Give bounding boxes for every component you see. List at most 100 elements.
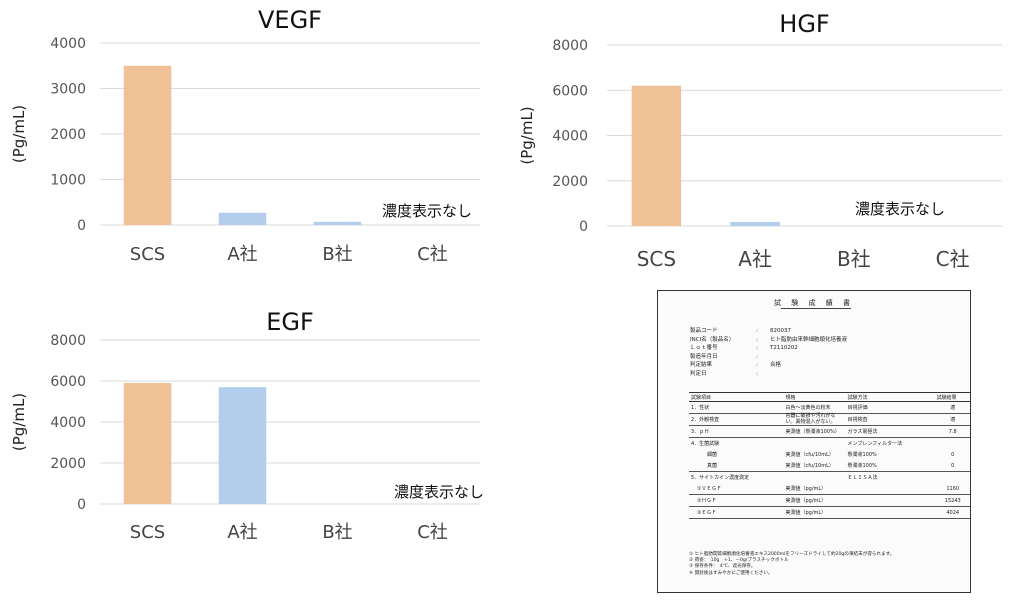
result-cell: 4024 [934, 506, 970, 519]
note-line: ① ヒト脂肪間質細胞順化培養液エキス2000mlをフリーズドライして約20gの凍… [689, 552, 895, 557]
y-tick-label: 0 [77, 218, 86, 234]
result-cell: 7.8 [934, 425, 970, 438]
spec-cell [783, 438, 845, 450]
table-row: ①ＶＥＧＦ 実測値（pg/mL） 1160 [689, 483, 970, 495]
spec-cell: 容器に破損や汚れがない。異物混入がない。 [783, 413, 846, 426]
chart-title: EGF [266, 308, 314, 336]
results-body: 1．性状 白色～淡黄色の粉末 目視評価適 2．外観検査 容器に破損や汚れがない。異物混入… [689, 401, 971, 519]
item-cell: 1．性状 [689, 401, 784, 414]
info-colon: : [756, 370, 758, 377]
y-tick-label: 2000 [50, 127, 86, 143]
item-cell: ①ＶＥＧＦ [689, 483, 784, 495]
title-underline [781, 308, 851, 309]
method-cell: 懸濁液100% [847, 452, 877, 458]
test-certificate: 試 験 成 績 書 製品コード: 820037 INCI名（製品名）: ヒト脂肪由来… [657, 290, 971, 593]
table-row: 3．ｐＨ 実測値（懸濁液100%） ガラス電極法 7.8 [689, 425, 970, 438]
note-line: ④ 開封後はすみやかにご使用ください。 [689, 570, 773, 576]
bar-A社 [730, 221, 780, 226]
note-line: ② 荷姿： 10g +1、－0g/プラスチックボトル [689, 558, 789, 564]
chart-title: HGF [779, 10, 829, 38]
category-label: A社 [227, 522, 257, 543]
result-cell: 1160 [934, 483, 970, 495]
y-tick-label: 6000 [50, 374, 86, 390]
bar-B社 [313, 221, 362, 225]
bar-A社 [218, 212, 267, 225]
spec-cell: 実測値（pg/mL） [783, 483, 846, 495]
table-row: ②ＨＧＦ 実測値（pg/mL） 15243 [689, 494, 970, 507]
header-item: 試験項目 [689, 392, 784, 402]
y-axis-label: (Pg/mL) [518, 106, 536, 164]
category-label: A社 [738, 247, 772, 271]
info-colon: : [756, 345, 758, 352]
table-row: 細菌 実測値（cfu/10mL） 懸濁液100% 0 [689, 449, 970, 460]
y-tick-label: 4000 [50, 415, 86, 431]
y-tick-label: 4000 [552, 129, 588, 145]
spec-cell: 実測値（cfu/10mL） [785, 452, 834, 458]
y-tick-label: 8000 [50, 333, 86, 349]
category-label: B社 [322, 522, 352, 543]
item-cell: 5．サイトカイン濃度測定 [691, 475, 750, 481]
vegf-chart: VEGF (Pg/mL) 0 1000 2000 3000 4000 SCS A社 B社 C社 濃度表… [10, 6, 480, 265]
note-line: ③ 保存条件： 4℃、遮光保存。 [689, 564, 756, 570]
hgf-chart: HGF (Pg/mL) 0 2000 4000 6000 8000 SCS A社 B社 C社 濃度表示… [518, 10, 1002, 271]
y-tick-label: 3000 [50, 82, 86, 98]
spec-cell: 実測値（pg/mL） [783, 494, 846, 507]
info-colon: : [756, 328, 758, 334]
bar-SCS [631, 85, 682, 226]
certificate-title: 試 験 成 績 書 [774, 299, 854, 307]
category-label: SCS [130, 244, 165, 265]
method-cell [845, 506, 935, 519]
method-cell: ＥＬＩＳＡ法 [847, 475, 878, 481]
y-tick-label: 4000 [50, 36, 86, 52]
y-tick-label: 0 [579, 219, 588, 235]
category-label: B社 [322, 244, 352, 265]
info-value: 合格 [770, 362, 782, 369]
result-cell: 適 [934, 413, 970, 426]
header-result: 試験結果 [934, 392, 970, 402]
info-value: ヒト脂肪由来幹細胞順化培養液 [770, 336, 848, 343]
table-row: 真菌 実測値（cfu/10mL） 懸濁液100% 0 [689, 460, 970, 472]
method-cell: 目視検査 [845, 413, 935, 426]
results-table: 試験項目 規格 試験方法 試験結果 1．性状 白色～淡黄色の粉末 目視評価適 2．外観… [689, 392, 971, 519]
item-cell: 2．外観検査 [689, 413, 784, 426]
info-colon: : [756, 353, 758, 360]
item-cell: 4．生菌試験 [691, 441, 720, 447]
info-key: 製品コード [690, 328, 718, 334]
category-label: C社 [936, 247, 970, 271]
info-row: 判定日: [690, 370, 847, 379]
table-row: ③ＥＧＦ 実測値（pg/mL） 4024 [689, 506, 970, 519]
y-axis-label: (Pg/mL) [10, 393, 28, 451]
result-cell [935, 438, 971, 450]
item-cell: 真菌 [689, 460, 784, 472]
method-cell: メンブレンフィルター法 [847, 441, 903, 447]
spec-cell: 実測値（cfu/10mL） [783, 460, 846, 472]
y-tick-label: 1000 [50, 173, 86, 189]
spec-cell: 白色～淡黄色の粉末 [783, 401, 846, 414]
table-row: 1．性状 白色～淡黄色の粉末 目視評価適 [689, 401, 970, 414]
category-label: C社 [417, 522, 448, 543]
info-colon: : [756, 336, 758, 343]
y-tick-label: 6000 [552, 83, 588, 99]
bar-SCS [123, 65, 172, 225]
spec-cell: 実測値（懸濁液100%） [783, 425, 846, 438]
y-axis-label: (Pg/mL) [10, 105, 28, 163]
info-key: Ｌｏｔ番号 [690, 345, 718, 352]
info-key: INCI名（製品名） [690, 336, 735, 343]
y-tick-label: 2000 [50, 456, 86, 472]
result-cell: 0 [934, 460, 970, 472]
table-header-row: 試験項目 規格 試験方法 試験結果 [689, 392, 970, 402]
certificate-info: 製品コード: 820037 INCI名（製品名）: ヒト脂肪由来幹細胞順化培養液 Ｌ… [690, 327, 847, 379]
header-method: 試験方法 [845, 392, 935, 402]
result-cell: 適 [934, 401, 970, 414]
spec-cell: 実測値（pg/mL） [783, 506, 846, 519]
method-cell [845, 483, 935, 495]
category-label: C社 [417, 244, 448, 265]
method-cell: 目視評価 [845, 401, 935, 414]
no-concentration-note: 濃度表示なし [394, 483, 484, 501]
info-row: 製品コード: 820037 [690, 327, 847, 336]
info-row: Ｌｏｔ番号: T2110202 [690, 344, 847, 353]
info-row: 判定結果: 合格 [690, 361, 847, 370]
no-concentration-note: 濃度表示なし [855, 200, 945, 218]
item-cell: 細菌 [707, 452, 718, 458]
table-row: 5．サイトカイン濃度測定 ＥＬＩＳＡ法 [689, 472, 970, 484]
